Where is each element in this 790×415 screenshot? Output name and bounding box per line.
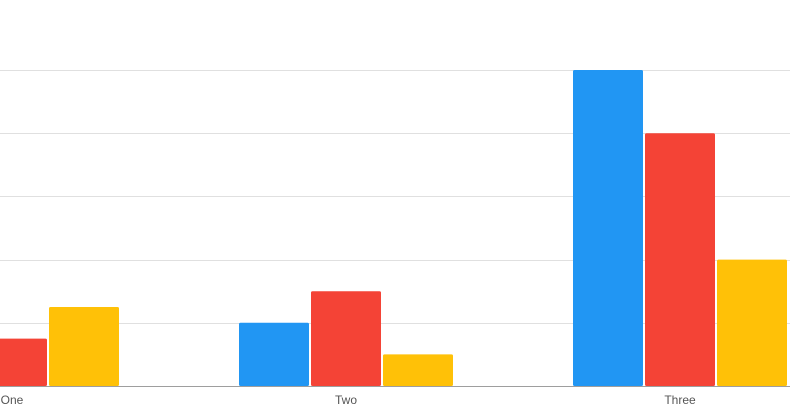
bar-two-series-2 — [311, 291, 381, 386]
x-tick-labels: One Two Three — [1, 393, 696, 407]
x-tick-label-one: One — [1, 393, 24, 407]
x-tick-label-three: Three — [664, 393, 696, 407]
bar-three-series-1 — [573, 70, 643, 386]
bar-two-series-1 — [239, 322, 309, 386]
bar-three-series-3 — [717, 259, 787, 386]
bar-one-series-3 — [49, 307, 119, 386]
bar-two-series-3 — [383, 354, 453, 386]
bar-three-series-2 — [645, 133, 715, 386]
bars — [0, 70, 787, 386]
bar-one-series-2 — [0, 338, 47, 386]
x-tick-label-two: Two — [335, 393, 357, 407]
